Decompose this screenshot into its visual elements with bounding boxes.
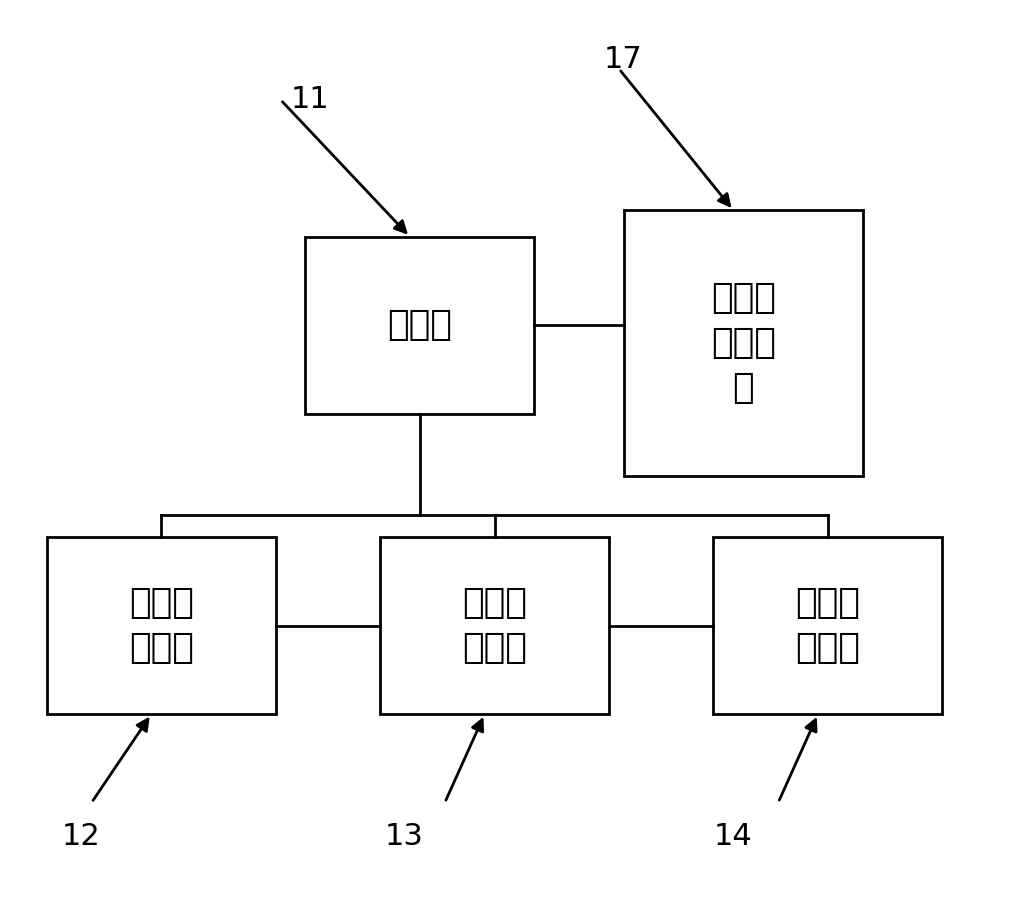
Text: 数据清
洗模块: 数据清 洗模块 [462,586,527,665]
Bar [713,537,942,714]
Text: 13: 13 [385,822,424,850]
Text: 17: 17 [604,46,643,75]
Text: 11: 11 [291,85,329,114]
Text: 套牌车
捕捉终
端: 套牌车 捕捉终 端 [711,281,776,405]
Text: 数据采
集模块: 数据采 集模块 [129,586,194,665]
Text: 14: 14 [713,822,753,850]
Bar [380,537,609,714]
Text: 控制器: 控制器 [387,308,452,342]
Bar [46,537,275,714]
Bar [624,210,863,476]
Bar [306,237,535,414]
Text: 12: 12 [62,822,101,850]
Text: 统计分
析模块: 统计分 析模块 [795,586,861,665]
